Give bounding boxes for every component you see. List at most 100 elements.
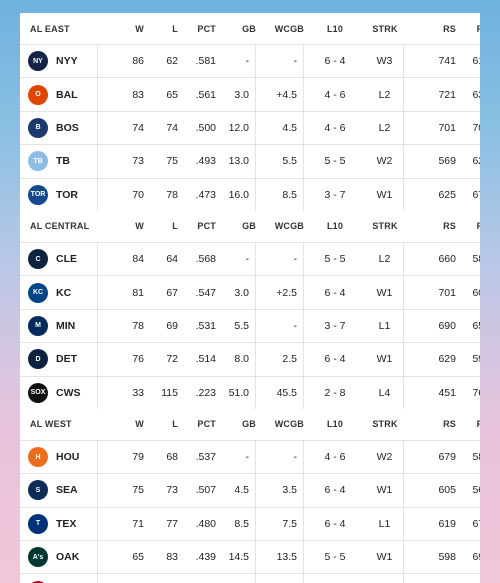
column-header-strk[interactable]: STRK — [372, 221, 398, 232]
team-abbr[interactable]: BAL — [56, 88, 78, 101]
team-abbr[interactable]: HOU — [56, 451, 80, 464]
team-cell[interactable]: D DET — [20, 343, 98, 376]
team-abbr[interactable]: CLE — [56, 253, 77, 266]
division-header: AL CENTRALWLPCTGBWCGBL10STRKRSRADIFF — [20, 211, 480, 242]
column-header-l10[interactable]: L10 — [326, 221, 344, 232]
team-abbr[interactable]: TEX — [56, 517, 77, 530]
column-header-ra[interactable]: RA — [456, 24, 480, 34]
cell-w: 86 — [132, 55, 144, 68]
column-header-gb[interactable]: GB — [242, 419, 256, 430]
team-cell[interactable]: T TEX — [20, 507, 98, 541]
column-header-pct[interactable]: PCT — [197, 221, 216, 232]
cell-l: 115 — [161, 386, 178, 399]
team-abbr[interactable]: DET — [56, 353, 77, 366]
cell-ra: 674 — [472, 517, 480, 530]
team-cell[interactable]: NY NYY — [20, 45, 98, 78]
column-header-w[interactable]: W — [135, 419, 144, 430]
team-abbr[interactable]: TOR — [56, 188, 78, 201]
team-cell[interactable]: O BAL — [20, 78, 98, 111]
column-header-rs[interactable]: RS — [443, 23, 456, 34]
column-header-l10[interactable]: L10 — [326, 419, 344, 430]
column-header-l[interactable]: L — [172, 221, 178, 232]
column-header-wcgb[interactable]: WCGB — [274, 419, 304, 430]
cell-l: 64 — [166, 253, 178, 266]
cell-pct: .531 — [195, 319, 216, 332]
column-header-pct[interactable]: PCT — [197, 419, 216, 430]
team-logo-icon: B — [28, 117, 48, 138]
cell-rs: 619 — [438, 517, 456, 530]
column-header-ra[interactable]: RA — [456, 419, 480, 429]
cell-l10: 4 - 6 — [324, 88, 346, 101]
cell-wcgb: 7.5 — [256, 507, 304, 541]
team-abbr[interactable]: NYY — [56, 55, 78, 68]
cell-l10: 4 - 6 — [324, 121, 346, 134]
cell-gb: - — [216, 440, 256, 474]
table-row[interactable]: ALAA6087.40819.018.03 - 7L3579709-130 — [20, 573, 480, 583]
column-header-l[interactable]: L — [172, 419, 178, 430]
team-cell[interactable]: TOR TOR — [20, 178, 98, 211]
column-header-l[interactable]: L — [172, 23, 178, 34]
cell-w: 75 — [132, 484, 144, 497]
team-cell[interactable]: C CLE — [20, 242, 98, 276]
cell-l10: 6 - 4 — [324, 484, 346, 497]
cell-wcgb: 18.0 — [256, 574, 304, 583]
column-header-rs[interactable]: RS — [443, 419, 456, 430]
team-cell[interactable]: S SEA — [20, 474, 98, 507]
cell-pct: .493 — [195, 155, 216, 168]
team-abbr[interactable]: KC — [56, 286, 72, 299]
cell-pct: .581 — [195, 55, 216, 68]
cell-wcgb: 5.5 — [256, 145, 304, 178]
column-header-strk[interactable]: STRK — [372, 419, 398, 430]
standings-panel: AL EASTWLPCTGBWCGBL10STRKRSRADIFFNYNYY86… — [20, 13, 480, 583]
team-cell[interactable]: SOX CWS — [20, 376, 98, 409]
column-header-w[interactable]: W — [135, 23, 144, 34]
team-abbr[interactable]: TB — [56, 155, 70, 168]
team-abbr[interactable]: OAK — [56, 551, 80, 564]
column-header-w[interactable]: W — [135, 221, 144, 232]
column-header-wcgb[interactable]: WCGB — [274, 23, 304, 34]
team-abbr[interactable]: SEA — [56, 484, 78, 497]
column-header-gb[interactable]: GB — [242, 221, 256, 232]
column-header-strk[interactable]: STRK — [372, 23, 398, 34]
team-cell[interactable]: TB TB — [20, 145, 98, 178]
team-abbr[interactable]: CWS — [56, 386, 81, 399]
cell-wcgb: 4.5 — [256, 111, 304, 145]
team-cell[interactable]: M MIN — [20, 309, 98, 343]
team-abbr[interactable]: MIN — [56, 319, 76, 332]
column-header-rs[interactable]: RS — [443, 221, 456, 232]
team-cell[interactable]: H HOU — [20, 440, 98, 474]
column-header-l10[interactable]: L10 — [326, 23, 344, 34]
column-header-ra[interactable]: RA — [456, 221, 480, 231]
cell-rs: 690 — [438, 319, 456, 332]
cell-w: 83 — [132, 88, 144, 101]
cell-w: 33 — [132, 386, 144, 399]
division-al-east: AL EASTWLPCTGBWCGBL10STRKRSRADIFFNYNYY86… — [20, 13, 480, 211]
column-header-gb[interactable]: GB — [242, 23, 256, 34]
column-header-pct[interactable]: PCT — [197, 23, 216, 34]
cell-pct: .507 — [195, 484, 216, 497]
cell-strk: W3 — [366, 45, 404, 78]
team-cell[interactable]: ALAA — [20, 574, 98, 583]
cell-gb: - — [216, 242, 256, 276]
team-cell[interactable]: A's OAK — [20, 541, 98, 574]
team-cell[interactable]: B BOS — [20, 111, 98, 145]
column-header-wcgb[interactable]: WCGB — [274, 221, 304, 232]
team-abbr[interactable]: BOS — [56, 121, 79, 134]
cell-w: 70 — [132, 188, 144, 201]
cell-pct: .514 — [195, 353, 216, 366]
team-cell[interactable]: KC KC — [20, 276, 98, 309]
